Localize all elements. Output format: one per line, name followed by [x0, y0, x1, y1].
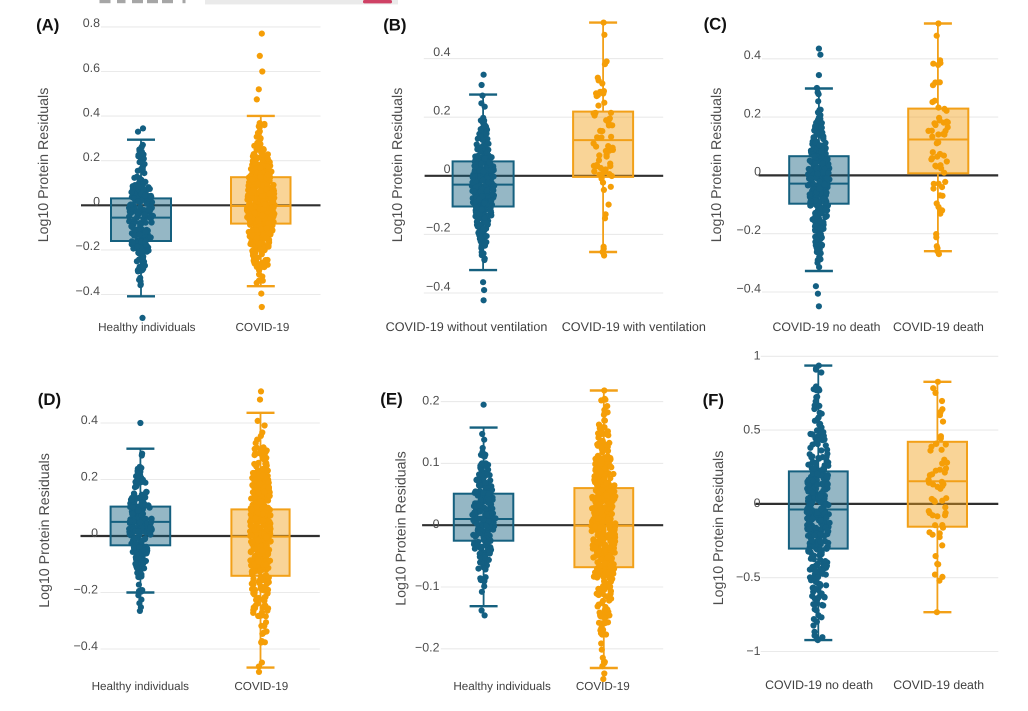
svg-text:−0.2: −0.2 — [426, 221, 451, 235]
svg-text:−0.1: −0.1 — [415, 579, 440, 593]
svg-text:0.2: 0.2 — [422, 393, 439, 407]
svg-text:Log10 Protein Residuals: Log10 Protein Residuals — [711, 451, 727, 606]
svg-text:Healthy individuals: Healthy individuals — [453, 680, 551, 693]
svg-text:Log10 Protein Residuals: Log10 Protein Residuals — [37, 453, 53, 608]
svg-text:−0.4: −0.4 — [426, 279, 451, 293]
svg-text:0: 0 — [754, 496, 761, 510]
svg-text:(B): (B) — [383, 16, 406, 35]
svg-text:0.2: 0.2 — [81, 469, 98, 483]
svg-text:−0.5: −0.5 — [736, 570, 761, 584]
svg-text:(A): (A) — [36, 16, 59, 35]
svg-text:(F): (F) — [703, 391, 724, 410]
svg-text:0.4: 0.4 — [81, 413, 98, 427]
svg-text:Log10 Protein Residuals: Log10 Protein Residuals — [390, 88, 406, 243]
svg-text:−0.2: −0.2 — [76, 239, 101, 253]
svg-text:0: 0 — [754, 165, 761, 179]
svg-text:−0.2: −0.2 — [415, 641, 440, 655]
svg-text:COVID-19 without ventilation: COVID-19 without ventilation — [386, 320, 548, 334]
svg-text:Log10 Protein Residuals: Log10 Protein Residuals — [36, 88, 52, 243]
svg-text:1: 1 — [754, 349, 761, 363]
svg-text:0: 0 — [433, 517, 440, 531]
svg-text:(C): (C) — [704, 15, 727, 34]
svg-text:COVID-19 death: COVID-19 death — [893, 678, 984, 692]
svg-text:0.4: 0.4 — [83, 105, 100, 119]
svg-text:Log10 Protein Residuals: Log10 Protein Residuals — [394, 451, 410, 606]
svg-text:COVID-19 with ventilation: COVID-19 with ventilation — [562, 320, 706, 334]
svg-text:0: 0 — [93, 195, 100, 209]
svg-text:(D): (D) — [38, 390, 61, 409]
svg-text:Healthy individuals: Healthy individuals — [92, 680, 190, 693]
svg-text:0: 0 — [91, 526, 98, 540]
svg-text:−0.4: −0.4 — [76, 284, 101, 298]
svg-text:−0.4: −0.4 — [737, 281, 762, 295]
svg-text:Healthy individuals: Healthy individuals — [98, 321, 196, 334]
svg-text:0.4: 0.4 — [433, 45, 450, 59]
svg-text:(E): (E) — [380, 390, 402, 409]
svg-text:0.5: 0.5 — [743, 422, 760, 436]
svg-text:COVID-19 death: COVID-19 death — [893, 320, 984, 334]
svg-text:−0.2: −0.2 — [737, 223, 762, 237]
svg-text:COVID-19: COVID-19 — [576, 680, 630, 693]
svg-text:COVID-19: COVID-19 — [234, 680, 288, 693]
svg-text:−0.2: −0.2 — [74, 582, 99, 596]
svg-text:0.2: 0.2 — [744, 106, 761, 120]
svg-text:−0.4: −0.4 — [74, 639, 99, 653]
svg-text:Log10 Protein Residuals: Log10 Protein Residuals — [709, 88, 725, 243]
svg-text:COVID-19 no death: COVID-19 no death — [765, 678, 873, 692]
svg-text:0.4: 0.4 — [744, 48, 761, 62]
svg-text:0: 0 — [444, 162, 451, 176]
svg-text:0.2: 0.2 — [433, 104, 450, 118]
svg-text:0.6: 0.6 — [83, 61, 100, 75]
svg-text:COVID-19 no death: COVID-19 no death — [772, 320, 880, 334]
svg-text:0.2: 0.2 — [83, 150, 100, 164]
svg-text:−1: −1 — [746, 644, 760, 658]
svg-text:0.8: 0.8 — [83, 16, 100, 30]
svg-text:0.1: 0.1 — [422, 455, 439, 469]
svg-text:COVID-19: COVID-19 — [235, 321, 289, 334]
